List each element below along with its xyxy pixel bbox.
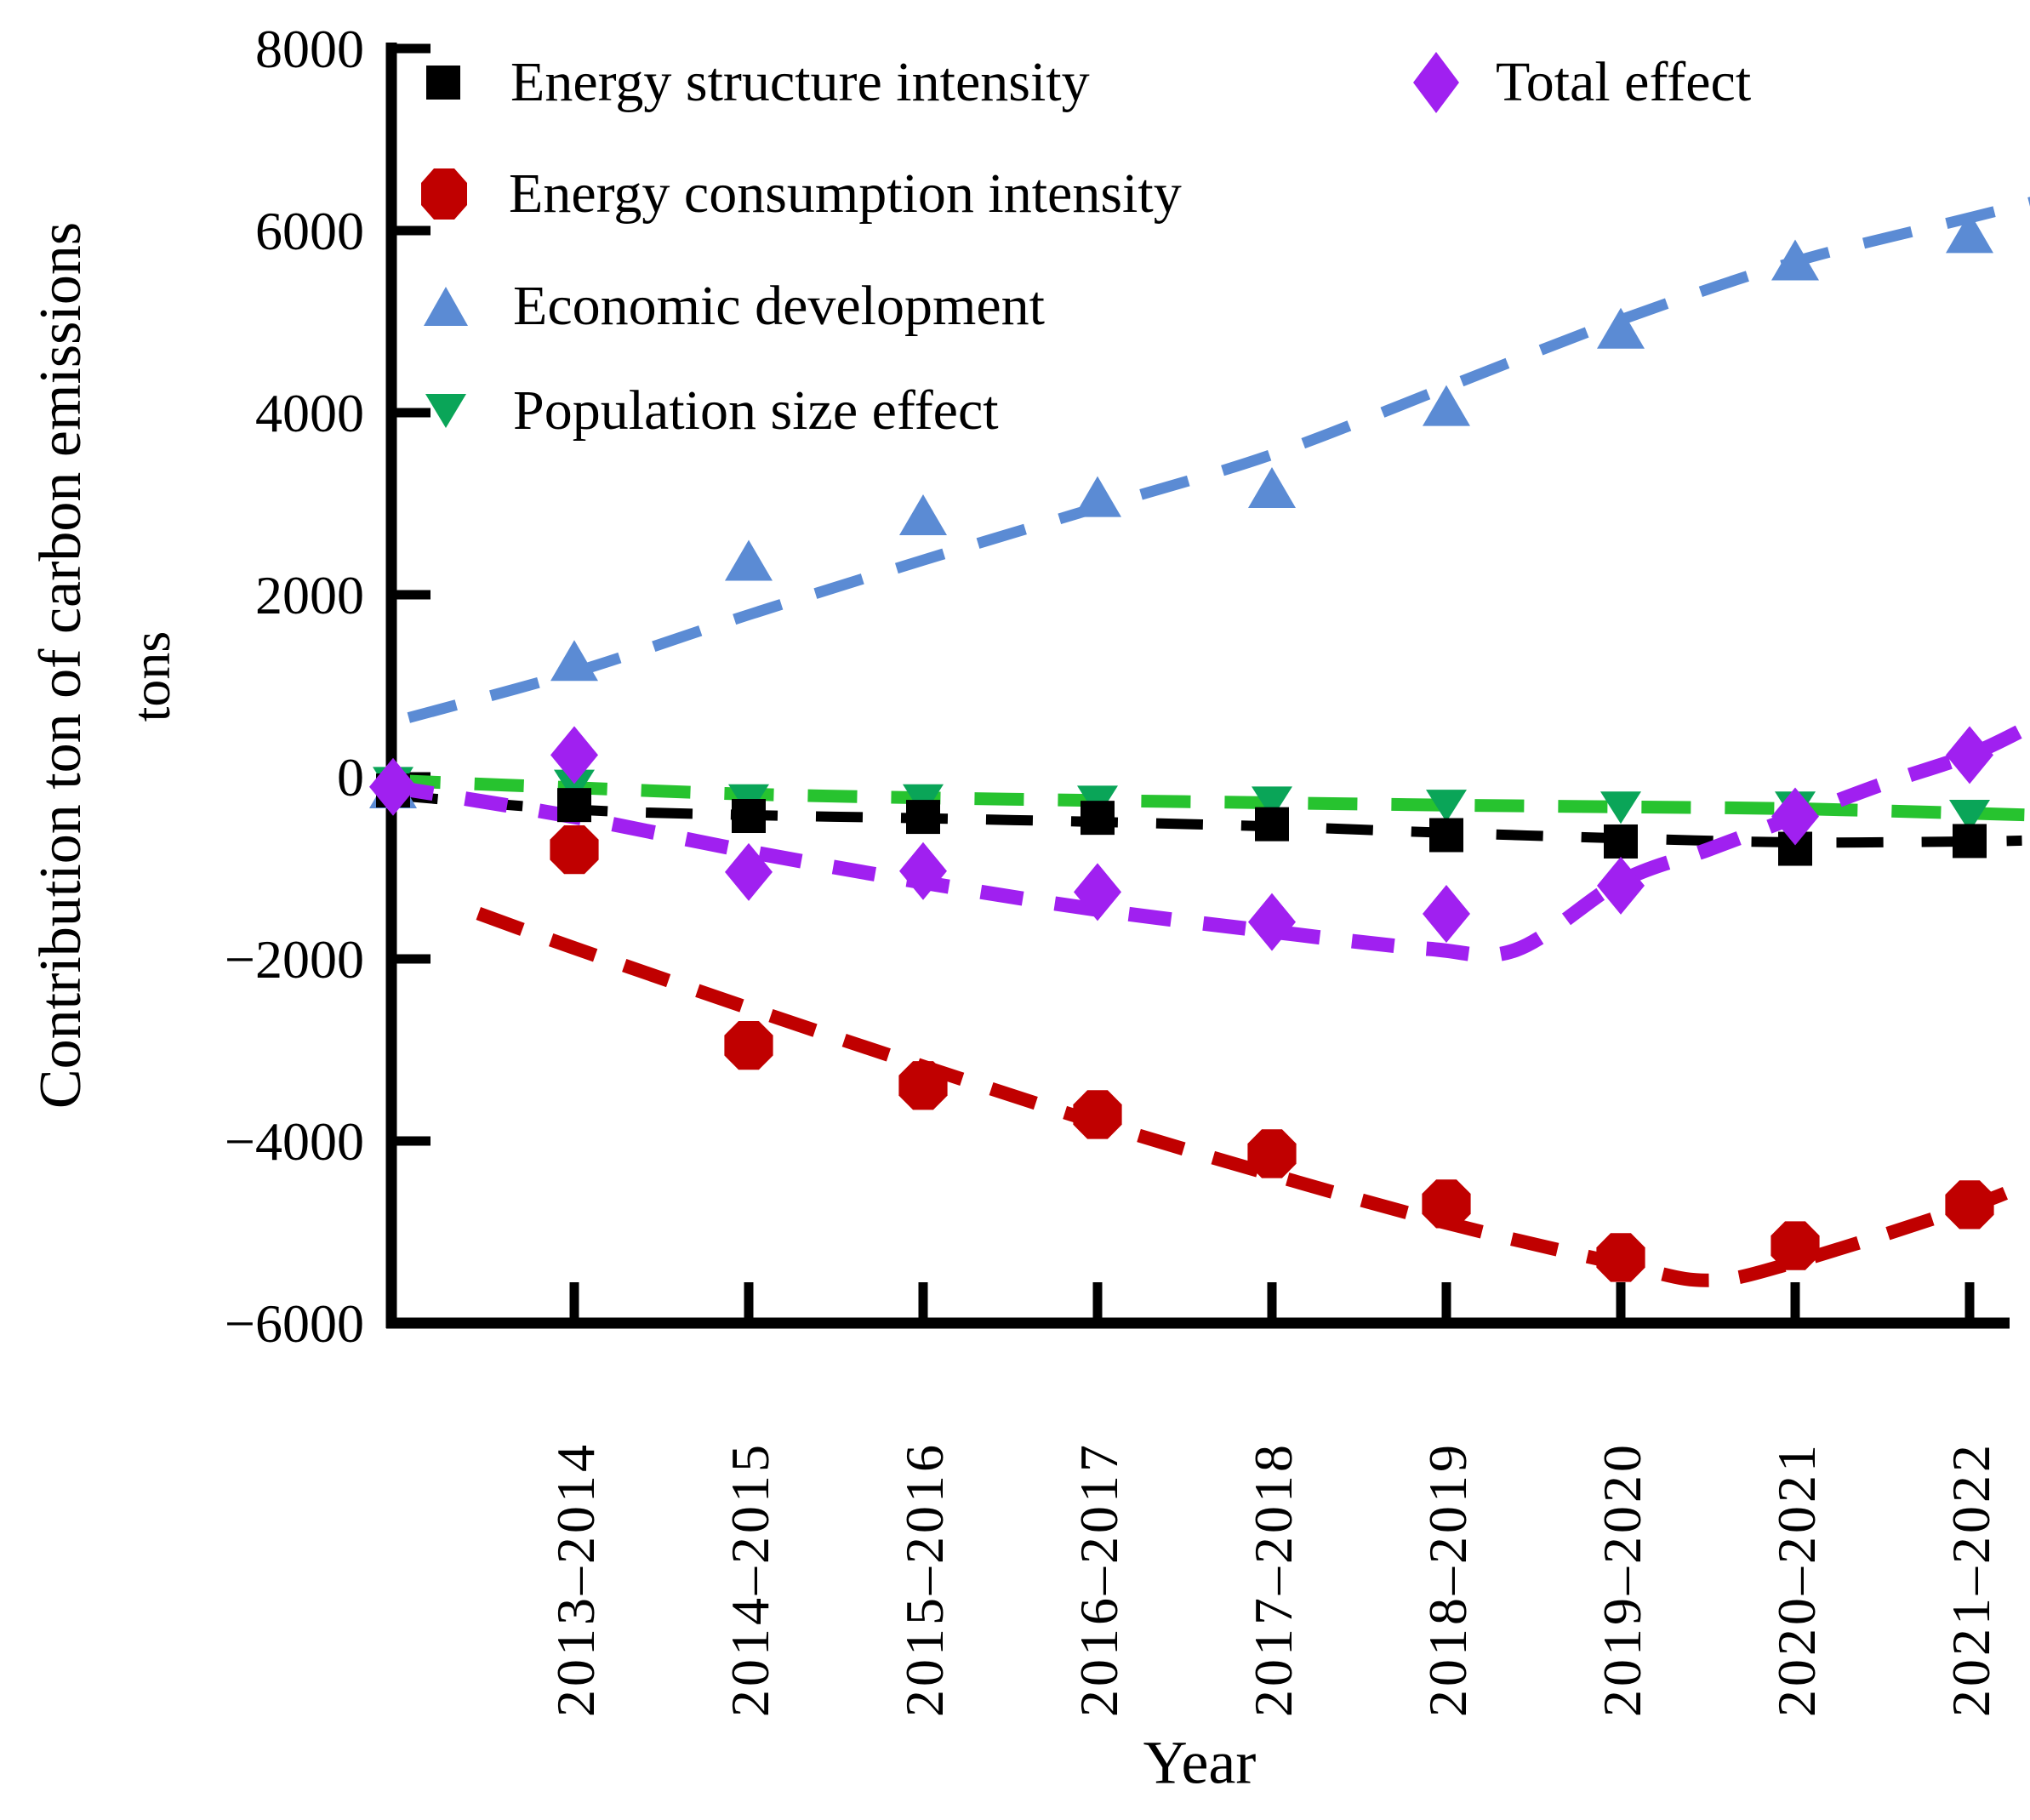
- triangle-up-marker: [899, 494, 947, 536]
- triangle-down-marker: [1949, 799, 1990, 832]
- diamond-marker: [550, 726, 598, 784]
- square-marker: [1255, 807, 1289, 842]
- x-tick-label: 2015–2016: [894, 1441, 955, 1717]
- triangle-down-marker-icon: [425, 394, 466, 428]
- legend-item-population-size-effect: Population size effect: [425, 377, 999, 445]
- trend-line: [390, 719, 2030, 963]
- legend-item-energy-structure-intensity: Energy structure intensity: [425, 48, 1090, 117]
- y-tick-label: 2000: [255, 565, 364, 625]
- trend-diamond: [390, 719, 2030, 963]
- octagon-marker: [898, 1061, 948, 1110]
- x-tick-label: 2016–2017: [1069, 1441, 1129, 1717]
- x-tick-label: 2013–2014: [545, 1441, 606, 1717]
- y-tick-label: 4000: [255, 383, 364, 443]
- x-tick-label: 2019–2020: [1592, 1441, 1652, 1717]
- triangle-up-marker: [1946, 212, 1993, 254]
- x-tick-label: 2014–2015: [720, 1441, 780, 1717]
- diamond-anchor-marker: [369, 757, 417, 816]
- triangle-down-marker: [1600, 791, 1641, 824]
- diamond-marker: [725, 842, 773, 901]
- x-tick-label: 2018–2019: [1417, 1441, 1478, 1717]
- square-marker: [1953, 824, 1987, 859]
- legend-label: Energy structure intensity: [510, 51, 1090, 113]
- legend-item-energy-consumption-intensity: Energy consumption intensity: [420, 160, 1182, 228]
- square-marker: [1604, 824, 1638, 859]
- triangle-down-marker: [554, 769, 595, 802]
- square-marker-icon: [426, 66, 460, 100]
- diamond-marker: [1248, 893, 1296, 951]
- y-tick-label: 0: [337, 747, 364, 807]
- legend-label: Energy consumption intensity: [509, 163, 1182, 225]
- trend-line: [391, 773, 2030, 822]
- trend-triangle-down: [391, 773, 2030, 822]
- legend-label: Population size effect: [513, 379, 999, 442]
- square-marker: [906, 800, 940, 835]
- octagon-marker: [724, 1021, 773, 1070]
- legend-item-economic-development: Economic development: [423, 272, 1045, 340]
- trend-line: [476, 906, 2030, 1287]
- diamond-marker: [1946, 726, 1993, 784]
- octagon-marker: [1073, 1090, 1122, 1139]
- triangle-up-marker: [1423, 385, 1470, 426]
- triangle-up-marker: [725, 539, 773, 581]
- y-tick-label: 6000: [255, 201, 364, 261]
- y-tick-label: 8000: [255, 19, 364, 79]
- diamond-marker: [1597, 856, 1645, 915]
- square-marker: [732, 799, 766, 834]
- octagon-marker: [1771, 1221, 1820, 1270]
- triangle-up-marker: [1248, 466, 1296, 508]
- triangle-up-marker: [550, 640, 598, 682]
- square-marker: [1429, 818, 1463, 853]
- y-axis-label: Contribution ton of carbon emissions: [28, 221, 94, 1110]
- series-energy-consumption-intensity: [550, 825, 1994, 1282]
- y-axis-unit-label: tons: [121, 630, 181, 722]
- triangle-up-marker: [1597, 307, 1645, 349]
- triangle-down-marker: [1426, 790, 1467, 823]
- triangle-up-marker: [1074, 476, 1121, 517]
- octagon-marker: [550, 825, 599, 875]
- octagon-marker-icon: [421, 168, 467, 220]
- axes: 8000 6000 4000 2000 0 −2000 −4000 −6000 2013–201…: [225, 19, 2010, 1717]
- triangle-down-marker: [1252, 786, 1292, 819]
- diamond-marker: [899, 842, 947, 900]
- square-marker: [1081, 801, 1115, 836]
- octagon-marker: [1422, 1179, 1471, 1229]
- diamond-marker: [1074, 863, 1121, 921]
- x-tick-label: 2021–2022: [1941, 1441, 2001, 1717]
- x-tick-label: 2020–2021: [1766, 1441, 1827, 1717]
- legend-label: Total effect: [1496, 51, 1752, 113]
- y-tick-label: −6000: [225, 1293, 364, 1354]
- legend-label: Economic development: [513, 275, 1045, 337]
- square-marker: [557, 788, 591, 823]
- diamond-marker: [1771, 787, 1819, 846]
- octagon-marker: [1247, 1129, 1297, 1178]
- trend-octagon: [476, 906, 2030, 1287]
- x-tick-label: 2017–2018: [1243, 1441, 1303, 1717]
- y-tick-label: −4000: [225, 1111, 364, 1172]
- octagon-marker: [1596, 1233, 1645, 1282]
- triangle-up-marker: [1771, 239, 1819, 281]
- series-total-effect: [369, 726, 1993, 951]
- diamond-marker-icon: [1413, 52, 1459, 113]
- octagon-marker: [1945, 1180, 1994, 1229]
- legend-item-total-effect: Total effect: [1412, 48, 1751, 117]
- x-axis-label: Year: [1143, 1728, 1257, 1797]
- diamond-marker: [1423, 885, 1470, 944]
- y-tick-label: −2000: [225, 929, 364, 990]
- triangle-up-marker-icon: [424, 287, 468, 326]
